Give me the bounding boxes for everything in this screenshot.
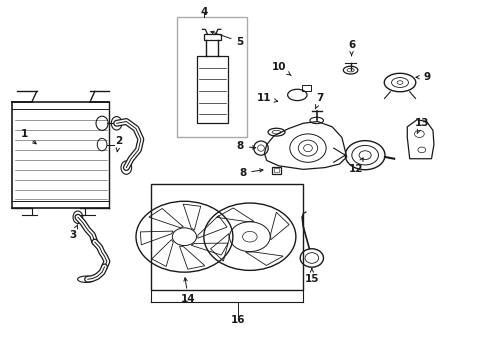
Text: 3: 3 [70, 225, 78, 240]
Bar [204, 33, 221, 40]
Text: 8: 8 [237, 141, 256, 151]
Text: 1: 1 [21, 129, 36, 144]
Bar [302, 85, 311, 91]
Text: 11: 11 [257, 94, 278, 103]
Text: 14: 14 [181, 278, 196, 304]
Text: 6: 6 [348, 40, 355, 56]
Bar [177, 17, 247, 138]
Bar [271, 167, 281, 174]
Bar [196, 56, 228, 123]
Text: 9: 9 [416, 72, 430, 82]
Bar [273, 168, 279, 172]
Text: 4: 4 [200, 6, 207, 17]
Text: 13: 13 [415, 118, 429, 134]
Text: 15: 15 [305, 269, 319, 284]
Text: 5: 5 [211, 31, 244, 47]
Text: 8: 8 [239, 168, 263, 178]
Text: 7: 7 [316, 94, 324, 109]
Text: 10: 10 [271, 62, 291, 76]
Text: 12: 12 [349, 158, 364, 174]
Bar [150, 184, 303, 290]
Text: 2: 2 [116, 136, 122, 152]
Text: 16: 16 [230, 315, 245, 325]
